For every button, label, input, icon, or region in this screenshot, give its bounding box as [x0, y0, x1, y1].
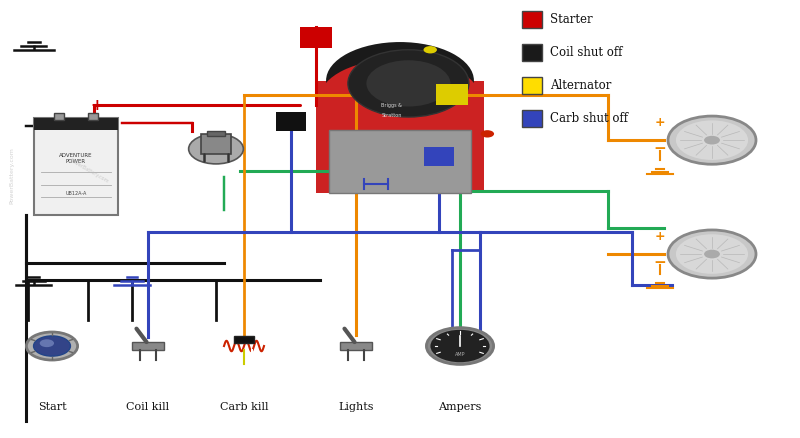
Bar	[207, 131, 225, 136]
Circle shape	[704, 136, 720, 145]
Text: Briggs &: Briggs &	[381, 103, 402, 108]
Ellipse shape	[320, 59, 480, 136]
Ellipse shape	[348, 50, 469, 117]
Bar	[201, 134, 231, 154]
Text: Carb shut off: Carb shut off	[550, 112, 628, 125]
Bar	[34, 118, 118, 130]
Bar	[34, 118, 118, 215]
Bar	[276, 112, 306, 131]
Circle shape	[668, 230, 756, 278]
Circle shape	[189, 134, 243, 164]
Circle shape	[426, 328, 494, 364]
Ellipse shape	[366, 60, 450, 106]
Bar	[522, 110, 542, 127]
Text: Stratton: Stratton	[382, 113, 402, 118]
Bar	[132, 342, 164, 350]
Circle shape	[676, 120, 748, 160]
Text: Alternator: Alternator	[550, 79, 611, 92]
Text: −: −	[654, 141, 666, 156]
Text: PowerBattery.com: PowerBattery.com	[10, 147, 14, 204]
Text: Carb kill: Carb kill	[220, 403, 268, 412]
Text: +: +	[90, 98, 103, 113]
Text: +: +	[654, 116, 666, 129]
Circle shape	[704, 250, 720, 258]
Bar	[330, 130, 470, 193]
Text: Lights: Lights	[338, 403, 374, 412]
Circle shape	[481, 130, 494, 138]
Text: Start: Start	[38, 403, 66, 412]
Bar	[316, 81, 484, 193]
Text: +: +	[654, 230, 666, 243]
Bar	[436, 84, 468, 105]
Text: Starter: Starter	[550, 13, 592, 26]
Bar	[88, 113, 98, 120]
Text: UB12A-A: UB12A-A	[66, 191, 86, 196]
Text: AMP: AMP	[454, 352, 466, 357]
Bar	[54, 113, 64, 120]
Circle shape	[26, 332, 78, 360]
Bar	[340, 342, 372, 350]
Text: −: −	[654, 255, 666, 270]
Text: ADVENTURE
POWER: ADVENTURE POWER	[59, 153, 93, 164]
Circle shape	[423, 46, 437, 53]
Text: Coil shut off: Coil shut off	[550, 46, 622, 59]
Text: Coil kill: Coil kill	[126, 403, 170, 412]
Bar	[300, 27, 332, 48]
Circle shape	[40, 339, 54, 347]
Circle shape	[34, 336, 70, 356]
Bar	[522, 77, 542, 94]
Circle shape	[676, 234, 748, 274]
Bar	[424, 147, 454, 166]
Bar	[234, 336, 254, 343]
Bar	[522, 44, 542, 61]
Bar	[522, 11, 542, 28]
Ellipse shape	[326, 42, 474, 119]
Circle shape	[668, 116, 756, 164]
Text: Ampers: Ampers	[438, 403, 482, 412]
Circle shape	[430, 330, 490, 362]
Text: PowerBattery.com: PowerBattery.com	[68, 158, 109, 184]
